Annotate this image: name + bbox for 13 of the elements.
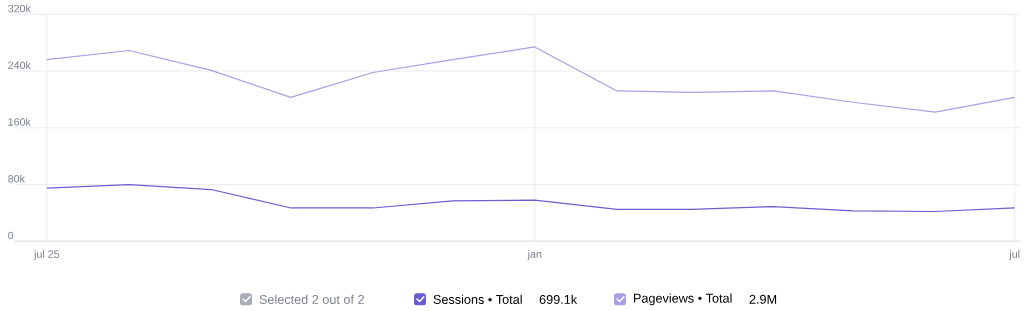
text: 2.9M (749, 294, 777, 304)
y-tick-label: 240k (8, 61, 31, 69)
x-tick-label: jul (1009, 249, 1020, 260)
y-tick-label: 80k (8, 174, 25, 183)
text: Selected 2 out of 2 (259, 294, 364, 304)
legend-label: Sessions • Total (433, 294, 522, 304)
x-tick-label: jan (527, 249, 542, 260)
legend-label: Pageviews • Total (633, 293, 732, 306)
text: 699.1k (539, 294, 578, 304)
y-tick-label: 160k (8, 117, 31, 126)
y-tick-label: 0 (8, 231, 14, 240)
y-tick-label: 320k (8, 4, 31, 13)
x-tick-label: jul 25 (33, 249, 60, 260)
